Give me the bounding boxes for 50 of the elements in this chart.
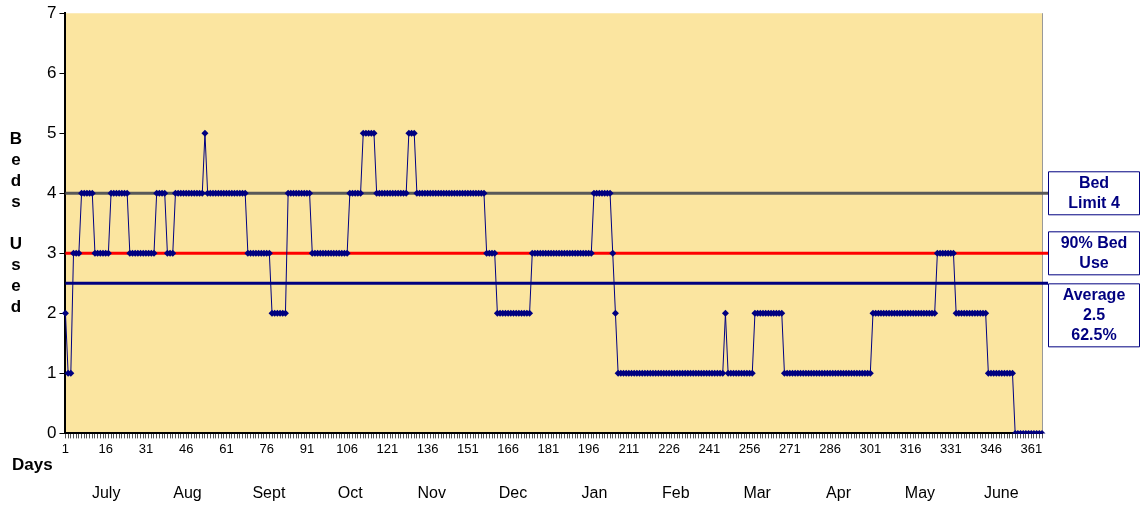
x-tick-label: 301 <box>859 440 882 456</box>
x-tick-label: 1 <box>61 440 70 456</box>
text: Nov <box>417 483 446 501</box>
x-tick-label: 316 <box>899 440 922 456</box>
x-tick-label: 121 <box>376 440 399 456</box>
x-tick-label: 91 <box>299 440 315 456</box>
x-tick-label: 361 <box>1020 440 1043 456</box>
x-tick-label: 136 <box>416 440 439 456</box>
text: May <box>904 483 936 501</box>
text: Apr <box>826 483 852 501</box>
x-tick-label: 211 <box>618 440 640 456</box>
x-tick-label: 61 <box>219 440 234 456</box>
y-tick-label: 3 <box>46 243 57 262</box>
x-tick-label: 241 <box>698 440 721 456</box>
text: Sept <box>252 483 286 501</box>
text: Oct <box>337 483 364 501</box>
x-tick-label: 16 <box>98 440 113 456</box>
text: Jan <box>581 483 608 501</box>
x-tick-label: 331 <box>939 440 962 456</box>
text: Mar <box>743 483 772 501</box>
ref-line-label: Bed Limit 4 <box>1068 173 1120 211</box>
y-tick-label: 7 <box>46 2 57 22</box>
x-tick-label: 181 <box>537 440 560 456</box>
x-tick-label: 31 <box>138 440 154 456</box>
text: Feb <box>662 483 690 501</box>
y-tick-label: 5 <box>46 122 57 142</box>
x-tick-label: 76 <box>259 440 274 456</box>
text: July <box>91 483 121 501</box>
y-tick-label: 6 <box>46 62 57 82</box>
text: Beds Used <box>9 128 23 316</box>
y-tick-label: 2 <box>46 303 57 323</box>
x-axis-title: Days <box>12 455 53 475</box>
text: Aug <box>173 483 202 501</box>
ref-line-label: 90% Bed Use <box>1060 233 1128 271</box>
text: Dec <box>498 483 528 501</box>
x-tick-label: 256 <box>738 440 761 456</box>
ref-line-label: Average 2.5 62.5% <box>1062 285 1126 343</box>
y-tick-label: 4 <box>46 182 57 202</box>
x-tick-label: 346 <box>980 440 1002 456</box>
x-tick-label: 46 <box>178 440 194 456</box>
y-tick-label: 1 <box>46 363 57 383</box>
x-tick-label: 151 <box>457 440 479 456</box>
x-tick-label: 271 <box>778 440 801 456</box>
x-tick-label: 106 <box>336 440 358 456</box>
x-tick-label: 226 <box>658 440 680 456</box>
y-tick-label: 0 <box>46 423 57 443</box>
x-tick-label: 166 <box>497 440 519 456</box>
x-tick-label: 286 <box>819 440 841 456</box>
x-tick-label: 196 <box>577 440 600 456</box>
text: June <box>983 483 1019 501</box>
